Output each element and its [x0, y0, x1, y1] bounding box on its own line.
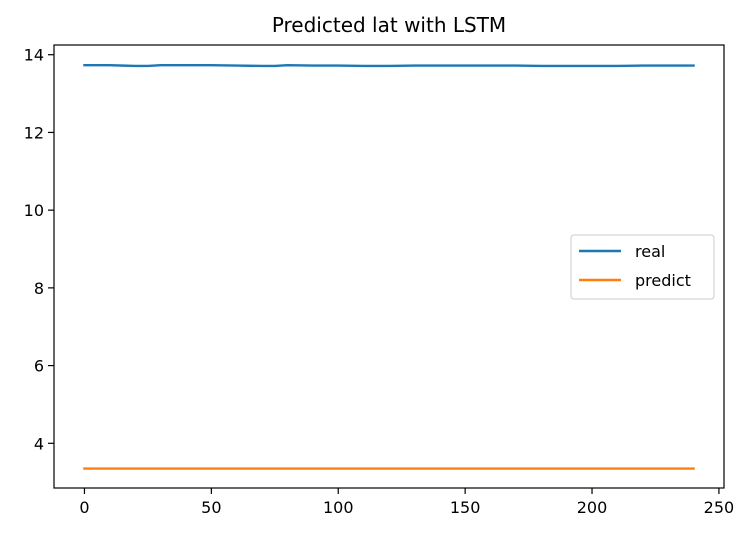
legend: real predict: [570, 234, 715, 300]
x-axis: 0 50 100 150 200 250: [79, 488, 734, 517]
y-tick-label: 14: [24, 46, 44, 65]
x-tick-label: 150: [450, 498, 481, 517]
x-tick-label: 50: [201, 498, 221, 517]
x-tick-label: 100: [323, 498, 354, 517]
chart-title: Predicted lat with LSTM: [272, 13, 506, 37]
y-tick-label: 10: [24, 201, 44, 220]
axes-frame: [53, 44, 725, 489]
y-tick-label: 8: [34, 279, 44, 298]
legend-label-real: real: [635, 242, 665, 261]
y-axis: 4 6 8 10 12 14: [24, 46, 54, 453]
legend-label-predict: predict: [635, 271, 691, 290]
y-tick-label: 12: [24, 123, 44, 142]
y-tick-label: 6: [34, 357, 44, 376]
series-line-real: [83, 64, 695, 68]
y-tick-label: 4: [34, 434, 44, 453]
x-tick-label: 200: [577, 498, 608, 517]
x-tick-label: 0: [79, 498, 89, 517]
x-tick-label: 250: [704, 498, 735, 517]
plot-area: [83, 64, 695, 470]
